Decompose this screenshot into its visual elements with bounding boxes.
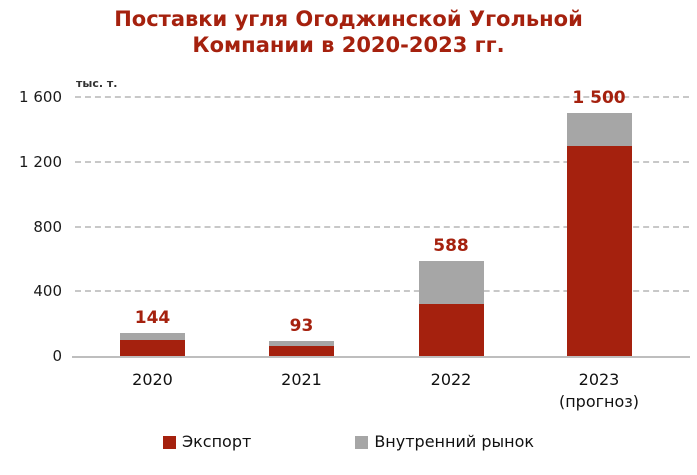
domestic-swatch-icon — [355, 435, 369, 449]
y-tick-label-1600: 1 600 — [19, 88, 62, 106]
bar-2022-domestic — [418, 260, 484, 305]
legend-label-domestic: Внутренний рынок — [374, 432, 535, 451]
x-axis-label-2023: 2023 (прогноз) — [558, 370, 640, 411]
bar-total-label-2023: 1 500 — [572, 88, 626, 109]
x-axis-line — [72, 356, 690, 358]
gridline-400 — [75, 290, 689, 293]
x-axis-label-2021: 2021 — [281, 370, 322, 389]
y-tick-label-400: 400 — [33, 282, 62, 301]
bar-2020-domestic — [120, 332, 185, 340]
bar-total-label-2020: 144 — [134, 307, 171, 328]
export-swatch-icon — [162, 435, 176, 449]
bar-2021-domestic — [269, 340, 334, 347]
y-tick-label-1200: 1 200 — [19, 152, 62, 171]
bar-2023-export — [566, 145, 632, 356]
x-axis-label-2020: 2020 — [132, 370, 173, 389]
legend-item-export: Экспорт — [162, 432, 252, 451]
gridline-1200 — [75, 160, 689, 163]
legend-label-export: Экспорт — [181, 432, 252, 451]
bar-2023-domestic — [566, 113, 632, 146]
bar-2020-export — [120, 339, 185, 356]
bar-total-label-2021: 93 — [289, 315, 314, 336]
x-axis-label-2022: 2022 — [430, 370, 472, 389]
bar-2021-export — [269, 346, 334, 356]
y-tick-label-0: 0 — [52, 347, 62, 365]
page-title: Поставки угля Огоджинской Угольной Компа… — [114, 7, 583, 57]
gridline-800 — [75, 225, 689, 228]
legend: Экспорт Внутренний рынок — [0, 433, 697, 451]
y-axis-unit-label: тыс. т. — [76, 77, 118, 90]
gridline-1600 — [75, 96, 689, 98]
y-tick-label-800: 800 — [33, 217, 62, 236]
bar-2022-export — [418, 304, 484, 356]
bar-total-label-2022: 588 — [433, 235, 469, 256]
legend-item-domestic: Внутренний рынок — [355, 433, 534, 451]
